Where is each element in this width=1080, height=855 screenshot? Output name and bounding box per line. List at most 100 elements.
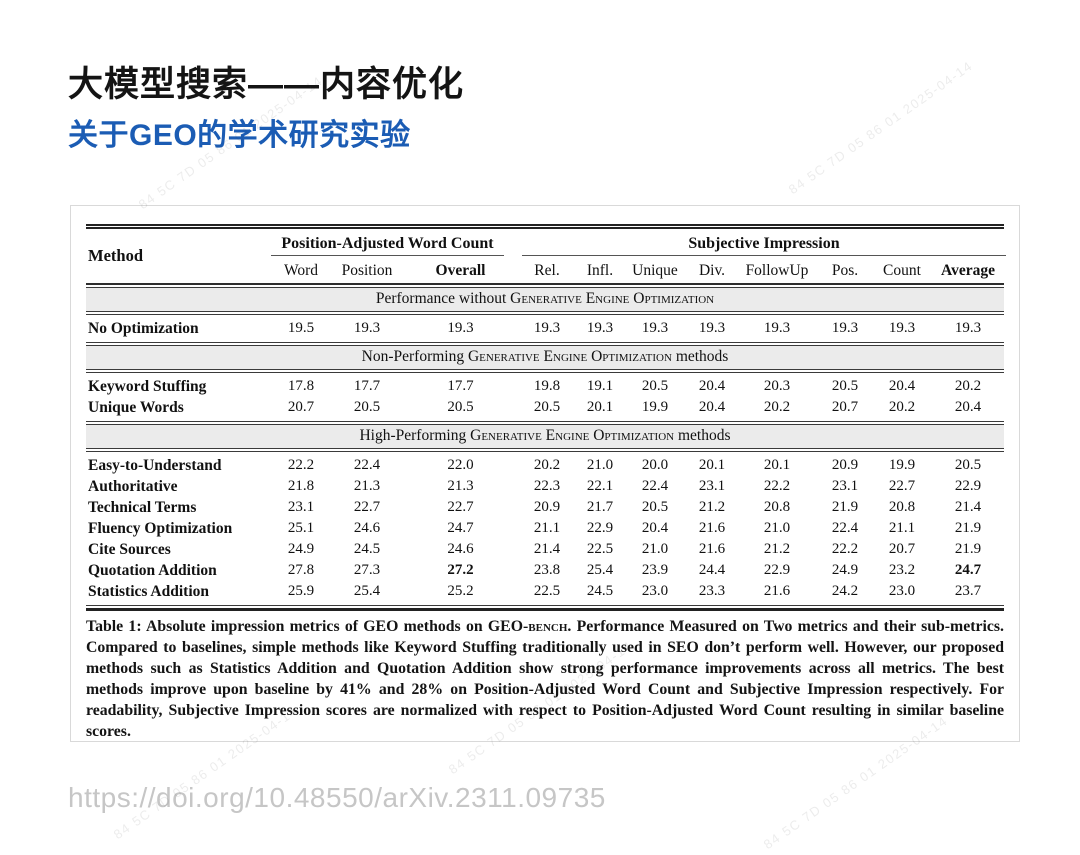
metric-value: 21.6	[698, 520, 726, 536]
metric-value: 19.3	[586, 320, 614, 336]
metric-value: 22.9	[586, 520, 614, 536]
metric-value: 22.4	[641, 478, 669, 494]
metric-value: 22.7	[447, 499, 474, 515]
metric-value: 21.2	[763, 541, 791, 557]
col-header-div: Div.	[698, 261, 726, 279]
metric-value: 22.1	[586, 478, 614, 494]
metric-value: 19.8	[533, 378, 561, 394]
col-header-average: Average	[941, 261, 995, 279]
method-name: Fluency Optimization	[88, 519, 233, 537]
metric-value: 21.1	[533, 520, 561, 536]
metric-value: 22.4	[831, 520, 859, 536]
metric-value: 19.3	[641, 320, 669, 336]
method-name: Unique Words	[88, 398, 184, 416]
table-header: Method Position-Adjusted Word Count Subj…	[86, 224, 1006, 285]
doi-link[interactable]: https://doi.org/10.48550/arXiv.2311.0973…	[68, 782, 606, 813]
table-card: Method Position-Adjusted Word Count Subj…	[70, 205, 1020, 742]
metric-value: 20.2	[954, 378, 982, 394]
metric-value: 23.7	[954, 583, 982, 599]
metric-value: 20.2	[888, 399, 916, 415]
table-row: Authoritative 21.8 21.3 21.3 22.3 22.1 22.4 23.…	[86, 476, 1004, 497]
metric-value: 21.1	[888, 520, 916, 536]
watermark-text: 84 5C 7D 05 86 01 2025-04-14	[785, 57, 976, 198]
metric-value: 19.3	[954, 320, 982, 336]
metric-value: 21.7	[586, 499, 614, 515]
section-band: High-Performing Generative Engine Optimi…	[86, 424, 1004, 449]
metric-value: 21.3	[353, 478, 381, 494]
table-row: Unique Words 20.7 20.5 20.5 20.5 20.1 19.9 20.4…	[86, 397, 1004, 418]
metric-value: 23.1	[287, 499, 315, 515]
section-band-text: High-Performing	[359, 427, 471, 444]
metric-value: 22.0	[447, 457, 474, 473]
metric-value: 23.1	[831, 478, 859, 494]
section-band: Performance without Generative Engine Op…	[86, 287, 1004, 312]
metric-value: 20.0	[641, 457, 669, 473]
metric-value: 21.0	[763, 520, 791, 536]
method-name: Statistics Addition	[88, 582, 210, 600]
metric-value: 23.9	[641, 562, 669, 578]
metric-value: 24.5	[586, 583, 614, 599]
metric-value: 20.5	[641, 378, 669, 394]
metric-value: 20.5	[831, 378, 859, 394]
caption-text: Table 1: Absolute impression metrics of …	[86, 618, 529, 635]
method-name: Keyword Stuffing	[88, 377, 207, 395]
metric-value: 21.3	[447, 478, 474, 494]
metric-value: 19.3	[831, 320, 859, 336]
section-band-text: methods	[674, 427, 731, 444]
method-name: Easy-to-Understand	[88, 456, 222, 474]
metric-value: 22.3	[533, 478, 561, 494]
section-band-text: Performance without	[375, 290, 511, 307]
metric-value: 20.8	[763, 499, 791, 515]
table-row: Easy-to-Understand 22.2 22.4 22.0 20.2 21.0 20…	[86, 455, 1004, 476]
metric-value: 22.5	[586, 541, 614, 557]
metric-value: 25.4	[586, 562, 614, 578]
metric-value: 27.3	[353, 562, 381, 578]
metric-value: 21.4	[533, 541, 561, 557]
metric-value: 17.7	[353, 378, 381, 394]
metric-value: 20.9	[533, 499, 561, 515]
col-header-position: Position	[341, 261, 393, 279]
metric-value: 25.1	[287, 520, 315, 536]
metric-value: 21.6	[698, 541, 726, 557]
metric-value: 20.1	[763, 457, 791, 473]
section-band-text: Generative Engine Optimization	[510, 290, 715, 307]
metric-value: 27.8	[287, 562, 315, 578]
page-subtitle: 关于GEO的学术研究实验	[68, 119, 411, 152]
metric-value: 20.2	[533, 457, 561, 473]
metric-value: 20.2	[763, 399, 791, 415]
metric-value: 23.8	[533, 562, 561, 578]
metric-value: 21.9	[954, 541, 982, 557]
section-band-text: methods	[671, 348, 729, 365]
caption-smallcaps: bench	[528, 618, 568, 635]
geo-results-table: Method Position-Adjusted Word Count Subj…	[86, 224, 1006, 606]
group-header-position-adjusted-word-count: Position-Adjusted Word Count	[271, 235, 504, 256]
metric-value: 22.7	[353, 499, 381, 515]
metric-value: 21.6	[763, 583, 791, 599]
metric-value: 19.3	[447, 320, 474, 336]
metric-value: 20.7	[287, 399, 315, 415]
metric-value: 20.4	[641, 520, 669, 536]
metric-value: 23.1	[698, 478, 726, 494]
method-name: Cite Sources	[88, 540, 171, 558]
metric-value: 20.4	[888, 378, 916, 394]
metric-value: 23.3	[698, 583, 726, 599]
metric-value: 20.5	[447, 399, 474, 415]
metric-value: 21.9	[954, 520, 982, 536]
page-title: 大模型搜索——内容优化	[68, 65, 465, 104]
metric-value: 19.1	[586, 378, 614, 394]
metric-value: 23.0	[888, 583, 916, 599]
metric-value: 25.4	[353, 583, 381, 599]
table-row: Cite Sources 24.9 24.5 24.6 21.4 22.5 21.0 21.6…	[86, 539, 1004, 560]
table-row: No Optimization 19.5 19.3 19.3 19.3 19.3 19.3 1…	[86, 318, 1004, 339]
metric-value: 20.5	[641, 499, 669, 515]
col-header-method: Method	[88, 246, 143, 265]
metric-value: 21.0	[586, 457, 614, 473]
metric-value: 24.6	[353, 520, 381, 536]
metric-value: 24.7	[954, 562, 982, 578]
metric-value: 23.2	[888, 562, 916, 578]
metric-value: 22.9	[954, 478, 982, 494]
metric-value: 19.3	[533, 320, 561, 336]
section-band-text: Generative Engine Optimization	[470, 427, 675, 444]
metric-value: 24.6	[447, 541, 474, 557]
metric-value: 19.3	[353, 320, 381, 336]
